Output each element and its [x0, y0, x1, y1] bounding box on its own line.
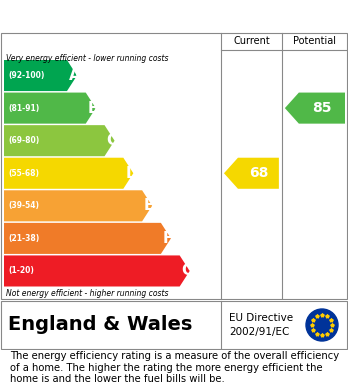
Polygon shape: [4, 223, 171, 254]
Text: England & Wales: England & Wales: [8, 316, 192, 334]
Polygon shape: [4, 93, 96, 124]
Text: The energy efficiency rating is a measure of the overall efficiency of a home. T: The energy efficiency rating is a measur…: [10, 351, 340, 384]
Polygon shape: [285, 93, 345, 124]
Polygon shape: [4, 190, 152, 221]
Text: F: F: [163, 231, 173, 246]
Text: (92-100): (92-100): [8, 71, 45, 80]
Text: D: D: [125, 166, 138, 181]
Text: (69-80): (69-80): [8, 136, 39, 145]
Text: B: B: [88, 100, 100, 116]
Circle shape: [306, 309, 338, 341]
Text: (39-54): (39-54): [8, 201, 39, 210]
Polygon shape: [4, 125, 114, 156]
Polygon shape: [224, 158, 279, 189]
Text: Energy Efficiency Rating: Energy Efficiency Rating: [10, 9, 232, 23]
Text: (55-68): (55-68): [8, 169, 39, 178]
Text: 85: 85: [312, 101, 332, 115]
Text: A: A: [69, 68, 81, 83]
Text: (1-20): (1-20): [8, 266, 34, 276]
Text: E: E: [144, 198, 155, 213]
Text: G: G: [182, 264, 194, 278]
Polygon shape: [4, 255, 190, 287]
Text: 68: 68: [249, 166, 268, 180]
Text: (81-91): (81-91): [8, 104, 39, 113]
Text: Not energy efficient - higher running costs: Not energy efficient - higher running co…: [6, 289, 168, 298]
Polygon shape: [4, 60, 77, 91]
Text: EU Directive
2002/91/EC: EU Directive 2002/91/EC: [229, 313, 293, 337]
Text: Current: Current: [233, 36, 270, 46]
Text: C: C: [106, 133, 118, 148]
Text: (21-38): (21-38): [8, 234, 39, 243]
Text: Potential: Potential: [293, 36, 337, 46]
Polygon shape: [4, 158, 133, 189]
Text: Very energy efficient - lower running costs: Very energy efficient - lower running co…: [6, 54, 168, 63]
